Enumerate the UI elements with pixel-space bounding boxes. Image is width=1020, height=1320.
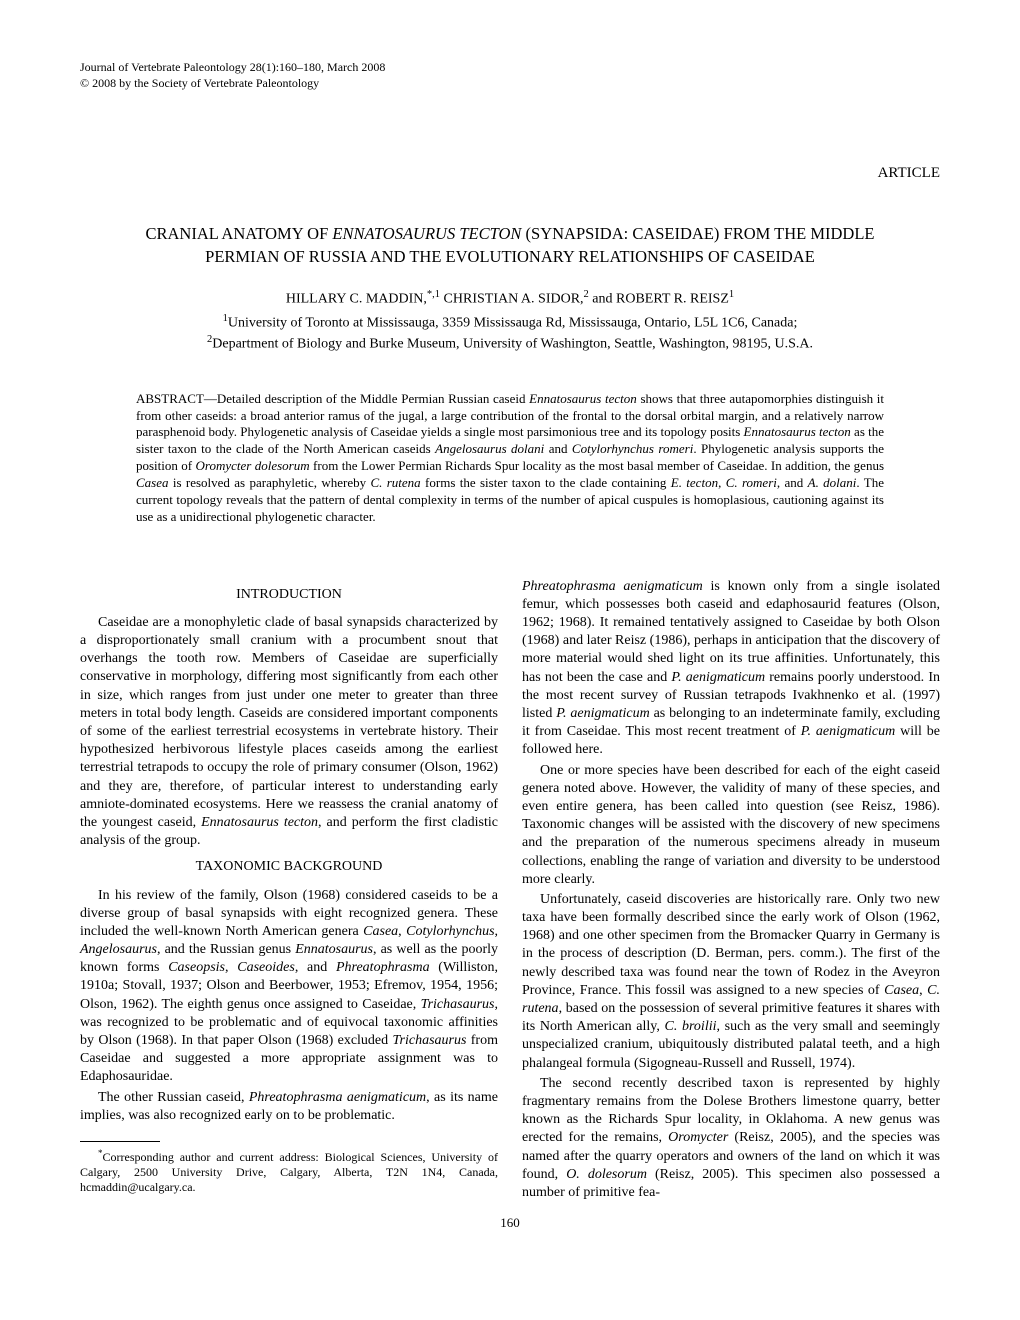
page-number: 160 (80, 1214, 940, 1232)
tax-paragraph-3: Phreatophrasma aenigmaticum is known onl… (522, 578, 940, 760)
body-columns: INTRODUCTION Caseidae are a monophyletic… (80, 578, 940, 1202)
journal-citation: Journal of Vertebrate Paleontology 28(1)… (80, 60, 940, 76)
affiliation-1: 1University of Toronto at Mississauga, 3… (80, 312, 940, 334)
taxonomic-background-heading: TAXONOMIC BACKGROUND (80, 858, 498, 876)
footnote-separator (80, 1141, 160, 1142)
tax-paragraph-1: In his review of the family, Olson (1968… (80, 887, 498, 1087)
affiliation-2: 2Department of Biology and Burke Museum,… (80, 333, 940, 355)
corresponding-author-footnote: *Corresponding author and current addres… (80, 1148, 498, 1195)
author-list: HILLARY C. MADDIN,*,1 CHRISTIAN A. SIDOR… (80, 288, 940, 310)
introduction-heading: INTRODUCTION (80, 586, 498, 604)
intro-paragraph: Caseidae are a monophyletic clade of bas… (80, 614, 498, 850)
tax-paragraph-4: One or more species have been described … (522, 762, 940, 889)
article-title: CRANIAL ANATOMY OF ENNATOSAURUS TECTON (… (110, 223, 910, 268)
copyright-line: © 2008 by the Society of Vertebrate Pale… (80, 76, 940, 92)
tax-paragraph-5: Unfortunately, caseid discoveries are hi… (522, 891, 940, 1073)
tax-paragraph-6: The second recently described taxon is r… (522, 1075, 940, 1202)
tax-paragraph-2: The other Russian caseid, Phreatophrasma… (80, 1089, 498, 1125)
journal-header: Journal of Vertebrate Paleontology 28(1)… (80, 60, 940, 91)
article-type-label: ARTICLE (80, 163, 940, 183)
affiliations: 1University of Toronto at Mississauga, 3… (80, 312, 940, 355)
abstract: ABSTRACT—Detailed description of the Mid… (136, 391, 884, 526)
